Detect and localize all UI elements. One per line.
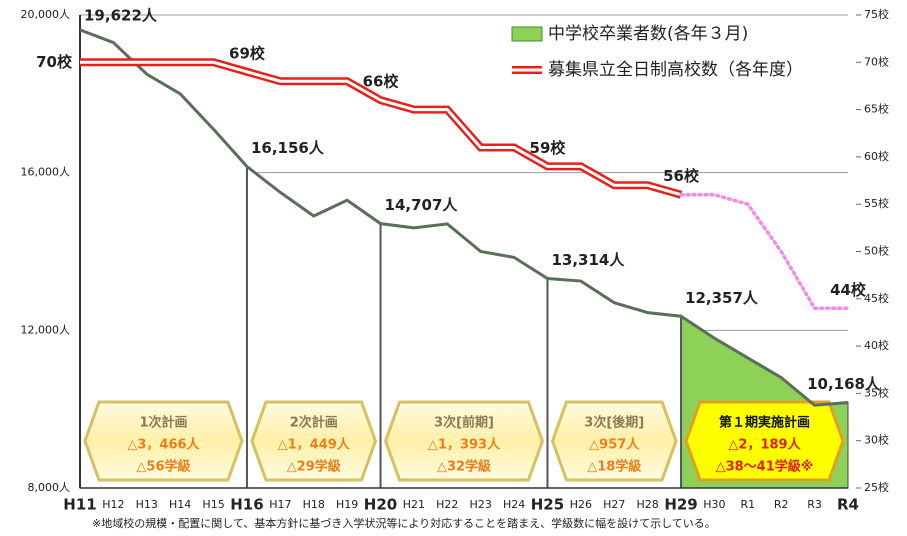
footnote: ※地域校の規模・配置に関して、基本方針に基づき入学状況等により対応することを踏ま… <box>92 516 716 530</box>
y2-tick-label: 65校 <box>864 102 889 116</box>
graduates-line <box>79 28 849 407</box>
x-tick-label: R3 <box>807 498 822 511</box>
y-tick-label: 8,000人 <box>28 481 71 494</box>
y2-tick-label: 55校 <box>864 196 889 210</box>
plan-text: △1，393人 <box>428 437 501 453</box>
x-tick-label: R1 <box>740 498 755 511</box>
plan-text: △56学級 <box>136 459 190 475</box>
y2-tick-label: 30校 <box>864 433 889 447</box>
plan-text: △18学級 <box>587 459 641 475</box>
y2-tick-label: 40校 <box>864 338 889 352</box>
value-label: 16,156人 <box>251 139 325 157</box>
x-tick-label: H30 <box>703 498 725 511</box>
x-tick-label: H19 <box>336 498 358 511</box>
schools-line-inner <box>80 60 682 197</box>
plan-text: 3次[後期] <box>584 415 644 431</box>
plan-text: △32学級 <box>437 459 491 475</box>
value-label: 44校 <box>830 281 867 299</box>
plan-text: △957人 <box>589 437 640 453</box>
y2-tick-label: 50校 <box>864 244 889 258</box>
x-tick-label: H13 <box>136 498 158 511</box>
x-tick-label: H20 <box>364 496 397 514</box>
plan-box <box>550 400 678 482</box>
x-tick-label: H23 <box>470 498 492 511</box>
x-tick-label: H18 <box>303 498 325 511</box>
value-label: 66校 <box>363 73 400 91</box>
y2-tick-label: 75校 <box>864 7 889 21</box>
value-label: 14,707人 <box>385 196 459 214</box>
y-tick-label: 16,000人 <box>21 166 71 179</box>
value-label: 69校 <box>229 44 266 62</box>
x-tick-label: H29 <box>664 496 697 514</box>
plan-box <box>383 400 545 482</box>
y-tick-label: 12,000人 <box>21 323 71 336</box>
y2-tick-label: 60校 <box>864 149 889 163</box>
y2-tick-label: 70校 <box>864 54 889 68</box>
value-label: 59校 <box>530 139 567 157</box>
y-tick-label: 20,000人 <box>21 8 71 21</box>
plan-box <box>684 400 845 482</box>
value-label: 19,622人 <box>84 6 158 24</box>
x-tick-label: H24 <box>503 498 525 511</box>
plan-text: △3，466人 <box>127 437 200 453</box>
x-tick-label: H27 <box>603 498 625 511</box>
legend-swatch <box>511 26 543 42</box>
plan-box <box>83 400 244 482</box>
x-tick-label: H12 <box>102 498 124 511</box>
x-tick-label: H26 <box>570 498 592 511</box>
x-tick-label: H14 <box>169 498 191 511</box>
value-label: 13,314人 <box>551 251 625 269</box>
x-tick-label: R2 <box>774 498 789 511</box>
plan-text: △2，189人 <box>728 437 801 453</box>
legend-label: 中学校卒業者数(各年３月) <box>548 24 748 44</box>
value-label: 12,357人 <box>685 289 759 307</box>
x-tick-label: H21 <box>403 498 425 511</box>
x-tick-label: H15 <box>202 498 224 511</box>
value-label: 56校 <box>663 167 700 185</box>
schools-projection <box>679 192 850 311</box>
plan-text: △29学級 <box>287 459 341 475</box>
plan-text: △1，449人 <box>278 437 351 453</box>
plan-text: 1次計画 <box>139 415 187 431</box>
plan-text: △38～41学級※ <box>716 459 814 475</box>
x-tick-label: H25 <box>531 496 564 514</box>
x-tick-label: H16 <box>230 496 263 514</box>
value-label: 70校 <box>36 53 73 71</box>
plan-text: 2次計画 <box>290 415 338 431</box>
x-tick-label: H11 <box>63 496 96 514</box>
y2-tick-label: 25校 <box>864 480 889 494</box>
x-tick-label: H17 <box>269 498 291 511</box>
legend-label: 募集県立全日制高校数（各年度） <box>548 60 803 80</box>
x-tick-label: H28 <box>637 498 659 511</box>
value-label: 10,168人 <box>807 375 881 393</box>
x-tick-label: R4 <box>837 496 859 514</box>
y2-tick-label: 45校 <box>864 291 889 305</box>
plan-box <box>250 400 378 482</box>
x-tick-label: H22 <box>436 498 458 511</box>
plan-text: 3次[前期] <box>434 415 494 431</box>
y2-tick-label: 35校 <box>864 385 889 399</box>
plan-text: 第１期実施計画 <box>719 415 810 431</box>
